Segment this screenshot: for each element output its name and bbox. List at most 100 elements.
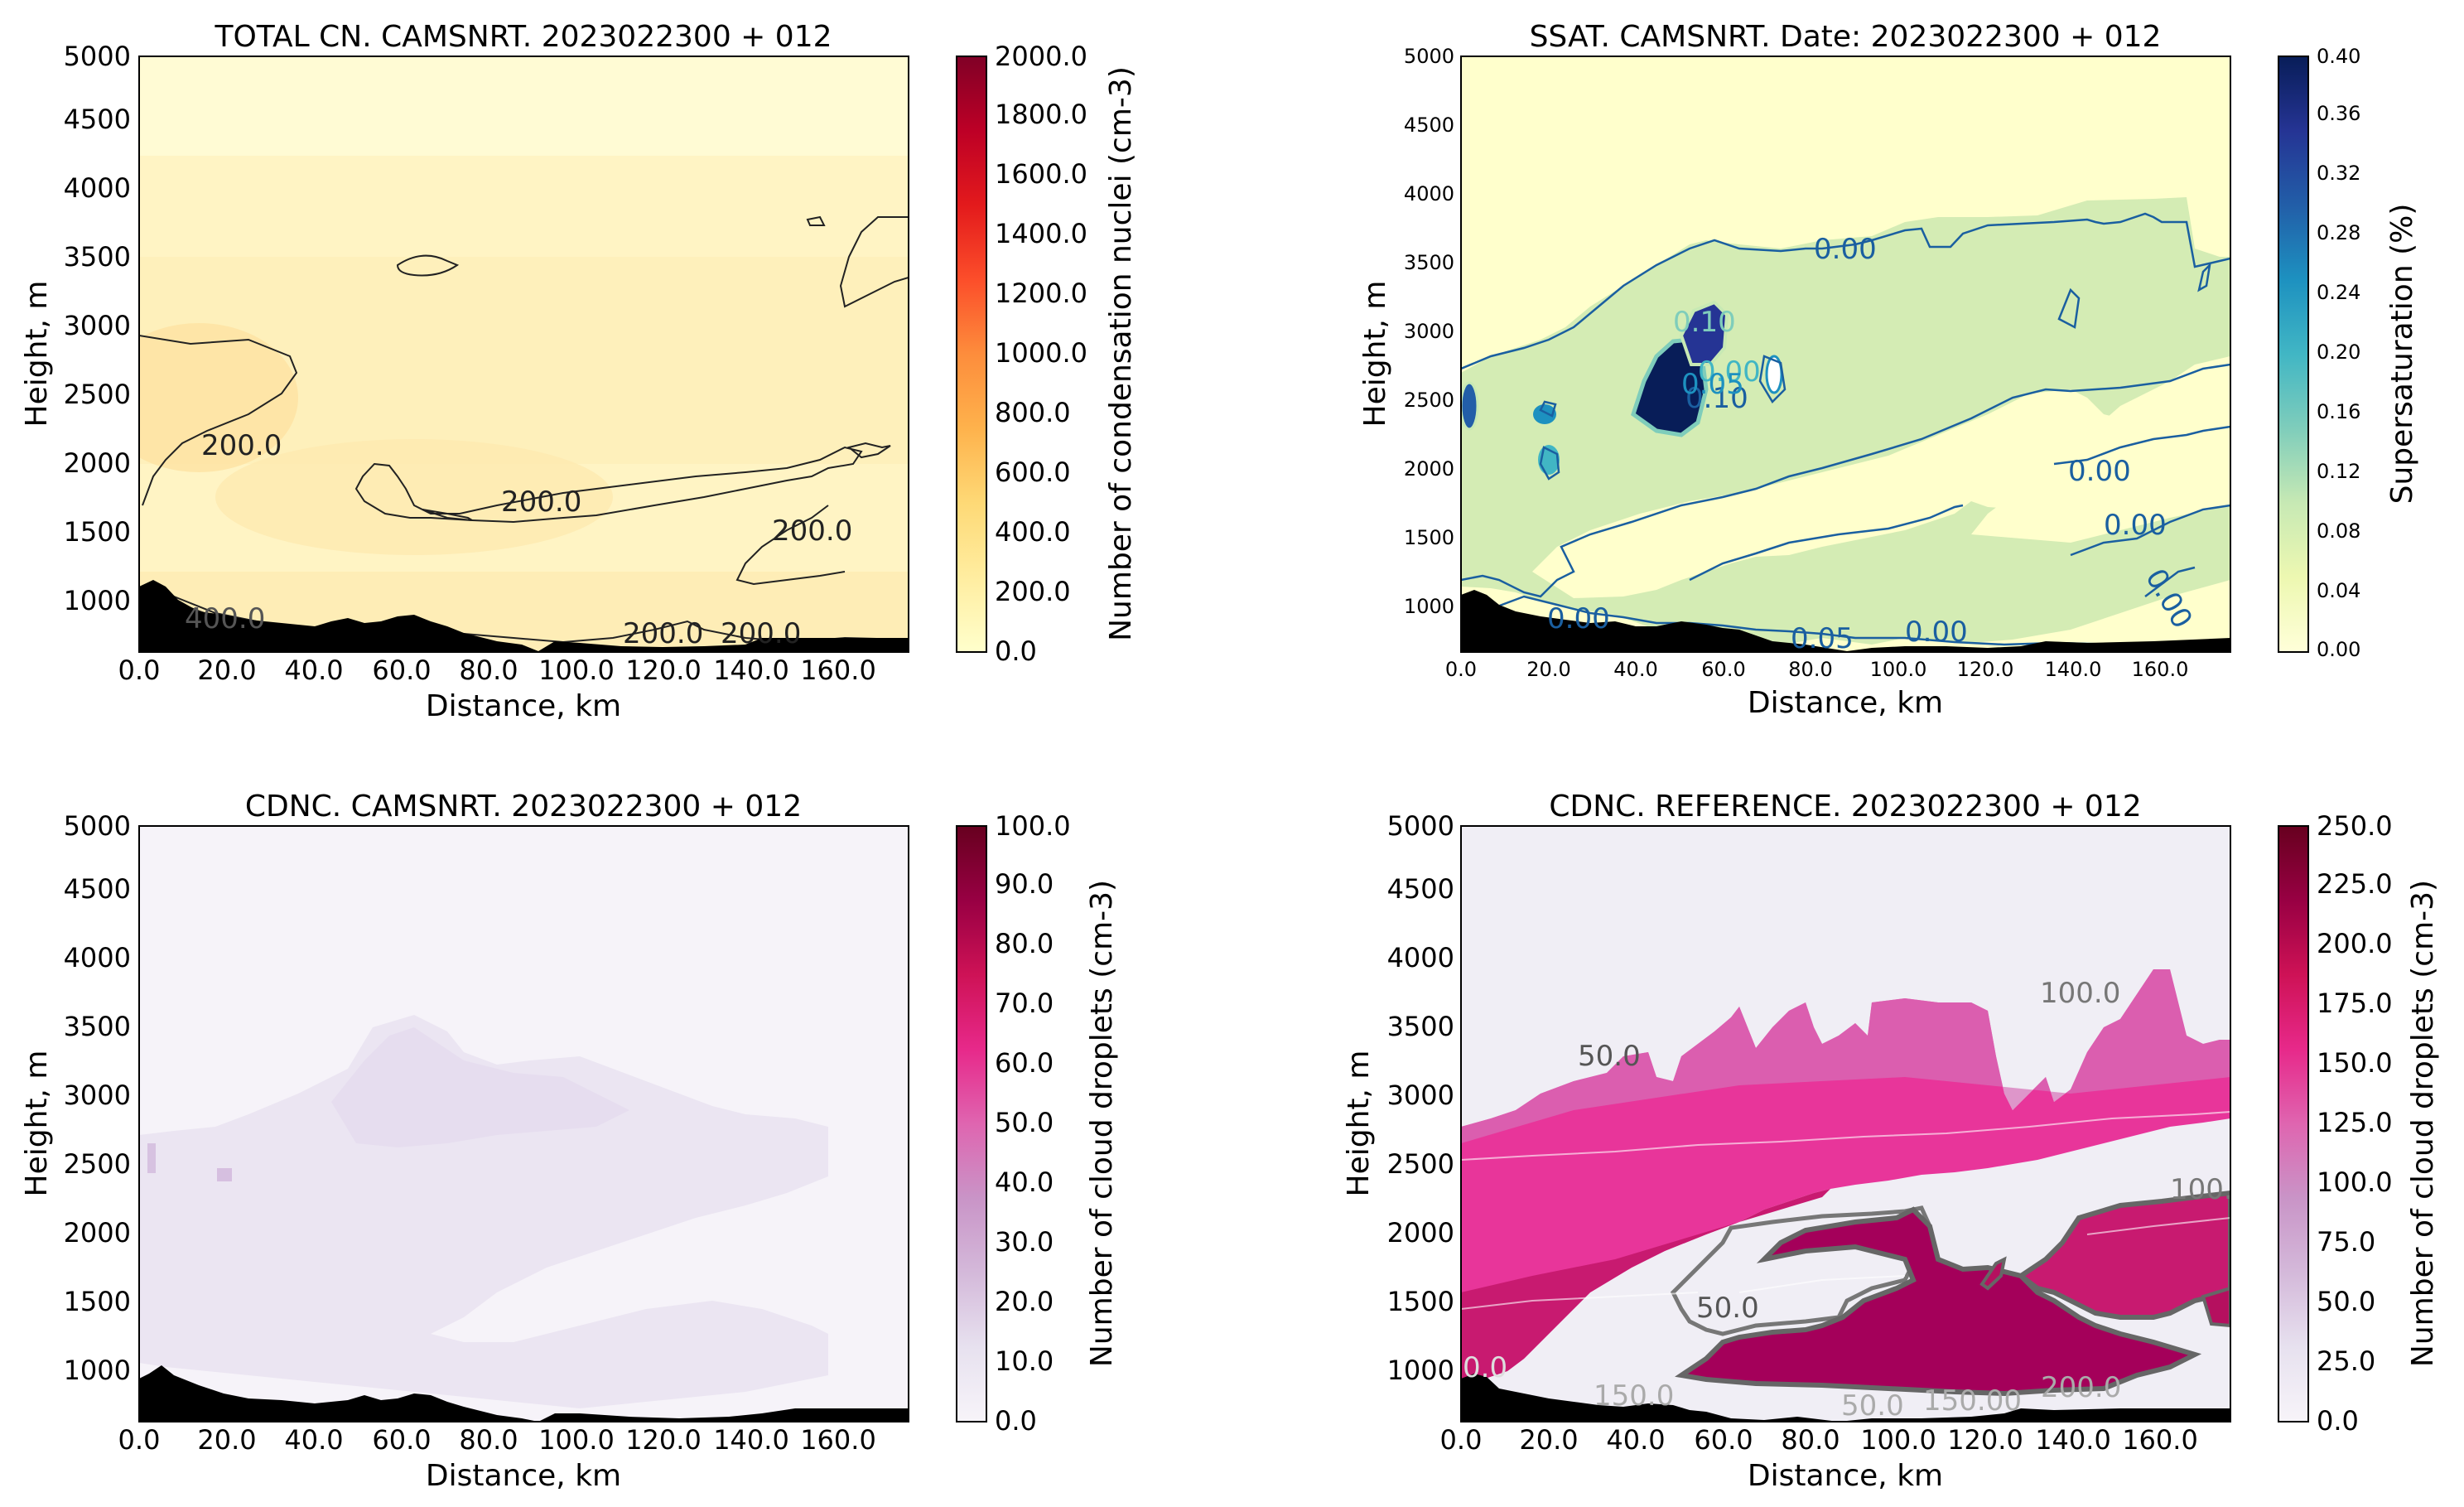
y-tick-label: 3500 [1387,1011,1454,1042]
contour-line [1461,212,2230,370]
y-tick-label: 3000 [64,310,131,341]
y-tick-label: 2500 [1387,1148,1454,1180]
terrain [1461,590,2230,652]
contour-label: 0.10 [1685,382,1748,415]
x-tick-label: 60.0 [1701,658,1745,681]
colorbar [2278,56,2309,653]
contour-label: 50.0 [1841,1389,1904,1422]
colorbar-tick-label: 30.0 [995,1226,1054,1258]
field-cn-patch [215,439,613,555]
y-tick-label: 4000 [64,942,131,973]
x-tick-label: 120.0 [1947,1424,2023,1456]
x-ticks: 0.0 20.0 40.0 60.0 80.0 100.0 120.0 140.… [118,1424,876,1456]
y-tick-label: 5000 [64,41,131,72]
y-axis-label: Height, m [20,1051,54,1197]
colorbar-tick-label: 1800.0 [995,99,1087,130]
colorbar-tick-label: 50.0 [2317,1286,2375,1317]
x-tick-label: 40.0 [284,654,343,686]
contour-line [735,505,846,586]
contour-line [1738,1275,1906,1293]
colorbar-tick-label: 250.0 [2317,810,2393,842]
colorbar-tick-label: 400.0 [995,516,1071,548]
terrain [139,580,909,652]
field-supersat-cell [1533,404,1556,424]
axes-frame [138,56,909,653]
contour-label: 400.0 [185,602,265,635]
y-tick-label: 3000 [1387,1080,1454,1111]
contour-line [839,216,909,308]
colorbar-tick-label: 200.0 [2317,928,2393,959]
panel-cdnc-reference: CDNC. REFERENCE. 2023022300 + 012 50.0 1… [1342,790,2440,1493]
x-tick-label: 40.0 [284,1424,343,1456]
x-tick-label: 0.0 [1440,1424,1483,1456]
y-axis-label: Height, m [20,281,54,427]
contour-line [1689,504,1964,582]
contour-label: 150.00 [1923,1384,2022,1418]
plot-area: 50.0 100.0 100.0 50.0 0.0 150.0 50.0 150… [1461,826,2230,1422]
contour-line [1461,1111,2230,1161]
y-tick-label: 3000 [64,1080,131,1111]
y-tick-label: 4000 [64,172,131,204]
contour-label: 100.0 [2040,977,2120,1010]
colorbar-tick-label: 1000.0 [995,337,1087,369]
field-cdnc-cell [2201,1286,2230,1328]
contour-line [1539,400,1557,418]
y-tick-label: 4000 [1404,182,1454,205]
colorbar-tick-label: 0.32 [2317,162,2360,185]
contour-label: 50.0 [1696,1292,1759,1325]
colorbar-tick-label: 20.0 [995,1286,1054,1317]
y-ticks: 1000 1500 2000 2500 3000 3500 4000 4500 … [1404,45,1454,618]
contour-line [2053,425,2230,466]
field-cdnc-cell [147,1143,156,1173]
colorbar-tick-label: 0.0 [995,1405,1037,1437]
colorbar-label: Number of cloud droplets (cm-3) [1085,880,1119,1367]
colorbar-tick-label: 0.08 [2317,519,2360,543]
colorbar-tick-label: 1200.0 [995,278,1087,309]
panel-cdnc-camsnrt: CDNC. CAMSNRT. 2023022300 + 012 1000 150… [20,790,1119,1493]
x-tick-label: 160.0 [2132,658,2189,681]
colorbar-tick-label: 0.40 [2317,45,2360,68]
axes-frame [1460,56,2231,653]
x-tick-label: 100.0 [1870,658,1927,681]
colorbar-tick-label: 0.0 [995,635,1037,667]
x-tick-label: 60.0 [372,654,431,686]
colorbar-tick-label: 40.0 [995,1166,1054,1198]
x-tick-label: 160.0 [2122,1424,2198,1456]
field-cdnc-cell [217,1168,232,1181]
x-tick-label: 160.0 [800,654,876,686]
field-cdnc-cloud-lower [1461,1189,1830,1379]
contour-labels: 0.00 0.10 0.00 0.05 0.00 0.00 0.00 0.00 … [1547,233,2199,652]
colorbar-tick-label: 2000.0 [995,41,1087,72]
contour-label: 0.0 [1463,1351,1507,1384]
x-tick-label: 20.0 [197,654,256,686]
contour-line [139,335,298,506]
terrain [1461,1374,2230,1422]
colorbar-tick-label: 125.0 [2317,1107,2393,1138]
contour-label: 200.0 [772,514,852,548]
y-tick-label: 3500 [1404,251,1454,274]
colorbar-tick-label: 70.0 [995,988,1054,1019]
colorbar-tick-label: 80.0 [995,928,1054,959]
colorbar-tick-label: 0.36 [2317,102,2360,125]
y-tick-label: 4500 [64,873,131,905]
contour-line [422,509,473,521]
x-tick-label: 80.0 [459,654,518,686]
colorbar-tick-label: 1600.0 [995,158,1087,190]
colorbar-tick-label: 10.0 [995,1345,1054,1377]
y-tick-label: 2000 [64,1217,131,1249]
y-tick-label: 5000 [64,810,131,842]
x-tick-label: 80.0 [459,1424,518,1456]
y-tick-label: 2000 [1404,457,1454,481]
x-tick-label: 120.0 [625,1424,702,1456]
contour-line [2070,504,2230,557]
colorbar-ticks: 0.0 25.0 50.0 75.0 100.0 125.0 150.0 175… [2317,810,2393,1437]
field-supersat-max [1679,300,1729,366]
colorbar-tick-label: 150.0 [2317,1047,2393,1079]
contour-line [806,215,826,226]
y-tick-label: 1000 [1387,1355,1454,1386]
plot-area: 200.0 200.0 200.0 400.0 200.0 200.0 [139,56,909,652]
y-tick-label: 5000 [1387,810,1454,842]
colorbar-label: Supersaturation (%) [2385,204,2419,505]
y-tick-label: 1500 [1387,1286,1454,1317]
contour-line [2057,287,2081,329]
